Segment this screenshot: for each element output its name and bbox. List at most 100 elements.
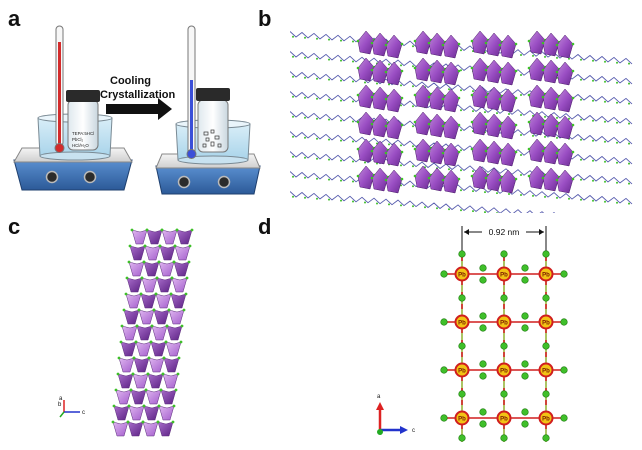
cl-atom xyxy=(479,360,487,368)
cl-atom xyxy=(427,122,431,126)
chain-atom xyxy=(400,104,402,107)
pb-atom-label: Pb xyxy=(500,369,508,375)
cl-atom xyxy=(356,147,360,151)
chain-atom xyxy=(568,117,570,120)
octahedron xyxy=(471,84,489,109)
octahedron xyxy=(385,169,403,194)
cl-atom xyxy=(458,250,466,258)
chain-atom xyxy=(316,197,318,200)
cl-atom xyxy=(479,420,487,428)
organic-chain xyxy=(290,111,633,145)
octahedron xyxy=(357,138,375,163)
cl-atom xyxy=(132,356,136,360)
octahedron xyxy=(414,111,432,136)
cl-atom xyxy=(142,404,146,408)
chain-atom xyxy=(556,136,558,139)
chain-atom xyxy=(628,62,630,65)
chain-atom xyxy=(628,142,630,145)
chain-atom xyxy=(520,114,522,116)
octahedron xyxy=(556,169,574,194)
cl-atom xyxy=(370,149,374,153)
cl-atom xyxy=(514,177,518,181)
octahedron xyxy=(428,113,446,138)
chain-atom xyxy=(388,83,390,86)
octahedron xyxy=(528,138,546,163)
cl-atom xyxy=(384,151,388,155)
octahedron xyxy=(442,169,460,194)
octahedron xyxy=(371,59,389,84)
chain-atom xyxy=(328,138,330,141)
cl-atom xyxy=(441,151,445,155)
octahedron xyxy=(176,229,193,245)
octahedron xyxy=(146,229,163,245)
chain-atom xyxy=(316,57,318,60)
cl-atom xyxy=(128,244,132,248)
organic-chain xyxy=(290,191,556,213)
chain-atom xyxy=(328,178,330,181)
chain-atom xyxy=(616,181,618,184)
chain-atom xyxy=(448,88,450,91)
organic-chain xyxy=(290,91,633,125)
chain-atom xyxy=(460,209,462,212)
cl-atom xyxy=(356,120,360,124)
pb-atom-label: Pb xyxy=(542,273,550,279)
chain-atom xyxy=(460,129,462,132)
chain-atom xyxy=(340,59,342,62)
pb-atom xyxy=(454,266,470,282)
cl-atom xyxy=(441,178,445,182)
chain-atom xyxy=(412,105,414,108)
cl-atom xyxy=(112,404,116,408)
cooling-arrow: Cooling Crystallization xyxy=(100,75,175,120)
organic-chain xyxy=(290,171,633,205)
chain-atom xyxy=(508,193,510,195)
octahedron xyxy=(556,61,574,86)
octahedron xyxy=(162,373,179,389)
cl-atom xyxy=(514,150,518,154)
chain-atom xyxy=(352,100,354,103)
chain-atom xyxy=(616,101,618,104)
octahedron xyxy=(385,61,403,86)
cl-atom xyxy=(514,42,518,46)
cl-atom xyxy=(370,68,374,72)
octahedron xyxy=(161,229,178,245)
cl-atom xyxy=(142,260,146,264)
cl-atom xyxy=(176,372,180,376)
octahedron xyxy=(385,88,403,113)
chain-atom xyxy=(628,82,630,85)
chain-atom xyxy=(376,202,378,205)
cl-atom xyxy=(441,70,445,74)
chain-atom xyxy=(592,199,594,202)
chain-atom xyxy=(292,135,294,138)
cl-atom xyxy=(560,366,568,374)
chain-atom xyxy=(460,109,462,112)
chain-atom xyxy=(592,119,594,122)
octahedron xyxy=(129,245,146,261)
cl-atom xyxy=(500,294,508,302)
chain-atom xyxy=(316,137,318,140)
cl-atom xyxy=(500,434,508,442)
octahedron xyxy=(151,325,168,341)
chain-atom xyxy=(400,164,402,167)
cl-atom xyxy=(117,356,121,360)
axis-label-c-d: c xyxy=(412,428,415,434)
octahedron xyxy=(428,59,446,84)
axis-label-a-d: a xyxy=(377,394,381,400)
chain-atom xyxy=(484,191,486,194)
chain-atom xyxy=(388,63,390,66)
octahedron xyxy=(485,86,503,111)
cl-atom xyxy=(413,147,417,151)
chain-atom xyxy=(592,179,594,182)
cl-atom xyxy=(400,42,404,46)
chain-atom xyxy=(556,196,558,199)
hot-thermometer xyxy=(54,25,65,153)
cl-atom xyxy=(384,43,388,47)
chain-atom xyxy=(616,141,618,144)
pb-atom-label: Pb xyxy=(458,273,466,279)
chain-atom xyxy=(544,55,546,58)
cl-atom xyxy=(457,42,461,46)
cl-atom xyxy=(484,68,488,72)
pb-atom xyxy=(496,314,512,330)
octahedron xyxy=(115,389,132,405)
cl-atom xyxy=(370,41,374,45)
cl-atom xyxy=(527,66,531,70)
